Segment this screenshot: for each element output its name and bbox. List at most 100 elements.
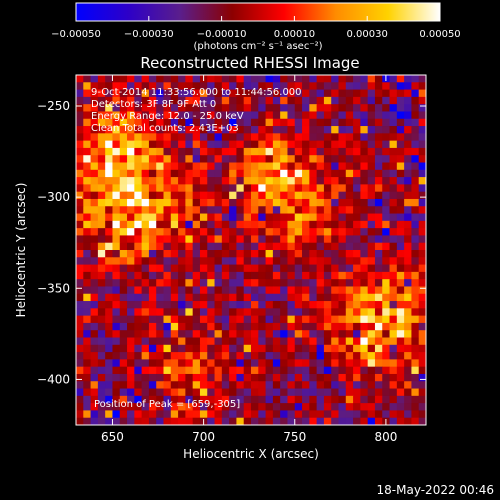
- x-axis-title: Heliocentric X (arcsec): [183, 447, 319, 461]
- heatmap-cell: [360, 286, 369, 295]
- heatmap-cell: [178, 417, 186, 426]
- heatmap-cell: [411, 104, 420, 112]
- heatmap-cell: [294, 250, 303, 258]
- heatmap-cell: [236, 271, 245, 280]
- heatmap-cell: [83, 271, 91, 280]
- heatmap-cell: [163, 286, 172, 295]
- heatmap-cell: [105, 403, 113, 411]
- heatmap-cell: [141, 169, 150, 178]
- heatmap-cell: [76, 403, 84, 411]
- heatmap-cell: [302, 271, 310, 280]
- heatmap-cell: [221, 366, 230, 375]
- heatmap-cell: [374, 133, 383, 142]
- heatmap-cell: [221, 89, 230, 98]
- heatmap-cell: [272, 410, 281, 419]
- heatmap-cell: [199, 403, 208, 411]
- heatmap-cell: [243, 403, 252, 411]
- heatmap-cell: [404, 271, 412, 280]
- heatmap-cell: [163, 242, 172, 251]
- heatmap-cell: [214, 126, 223, 134]
- heatmap-cell: [287, 89, 296, 98]
- heatmap-cell: [316, 118, 325, 127]
- heatmap-cell: [105, 279, 113, 287]
- colorbar-tick-label: 0.00010: [274, 29, 315, 40]
- heatmap-cell: [374, 388, 383, 397]
- heatmap-cell: [396, 301, 405, 309]
- heatmap-cell: [294, 373, 303, 382]
- heatmap-cell: [83, 147, 91, 156]
- heatmap-cell: [382, 126, 390, 134]
- heatmap-cell: [316, 301, 325, 309]
- heatmap-cell: [309, 315, 318, 324]
- heatmap-cell: [287, 337, 296, 346]
- heatmap-cell: [404, 191, 412, 200]
- heatmap-cell: [418, 344, 427, 353]
- heatmap-cell: [382, 410, 390, 419]
- heatmap-cell: [367, 162, 376, 171]
- heatmap-cell: [265, 191, 274, 200]
- heatmap-cell: [251, 228, 259, 236]
- heatmap-cell: [411, 373, 420, 382]
- heatmap-cell: [156, 308, 164, 317]
- heatmap-cell: [411, 89, 420, 98]
- heatmap-cell: [302, 250, 310, 258]
- heatmap-cell: [236, 220, 245, 229]
- heatmap-cell: [374, 220, 383, 229]
- heatmap-cell: [112, 366, 121, 375]
- annotation-peak: Position of Peak = [659,-305]: [94, 399, 240, 410]
- heatmap-cell: [272, 271, 281, 280]
- heatmap-cell: [382, 235, 390, 244]
- heatmap-cell: [302, 96, 310, 105]
- heatmap-cell: [185, 315, 194, 324]
- footer-date: 18-May-2022 00:46: [377, 483, 494, 497]
- heatmap-cell: [185, 242, 194, 251]
- heatmap-cell: [302, 381, 310, 389]
- heatmap-cell: [287, 169, 296, 178]
- heatmap-cell: [345, 242, 354, 251]
- heatmap-cell: [163, 264, 172, 273]
- heatmap-cell: [236, 126, 245, 134]
- heatmap-cell: [287, 264, 296, 273]
- heatmap-cell: [105, 293, 113, 302]
- heatmap-cell: [404, 126, 412, 134]
- heatmap-cell: [389, 184, 398, 193]
- heatmap-cell: [105, 257, 113, 265]
- heatmap-cell: [229, 388, 237, 397]
- plot-frame: [75, 74, 427, 426]
- heatmap-cell: [374, 359, 383, 368]
- heatmap-cell: [156, 257, 164, 265]
- heatmap-cell: [382, 89, 390, 98]
- heatmap-cell: [148, 162, 157, 171]
- heatmap-cell: [127, 293, 135, 302]
- heatmap-cell: [236, 111, 245, 120]
- heatmap-cell: [76, 104, 84, 112]
- heatmap-cell: [331, 75, 339, 83]
- heatmap-cell: [258, 330, 266, 338]
- heatmap-cell: [83, 198, 91, 207]
- heatmap-cell: [134, 271, 143, 280]
- heatmap-cell: [367, 235, 376, 244]
- heatmap-cell: [243, 147, 252, 156]
- heatmap-cell: [374, 257, 383, 265]
- heatmap-cell: [353, 235, 361, 244]
- heatmap-cell: [323, 162, 332, 171]
- heatmap-cell: [141, 373, 150, 382]
- heatmap-cell: [90, 403, 99, 411]
- heatmap-cell: [185, 403, 194, 411]
- heatmap-cell: [236, 352, 245, 360]
- heatmap-cell: [156, 177, 164, 185]
- heatmap-cell: [374, 169, 383, 178]
- heatmap-cell: [243, 366, 252, 375]
- heatmap-cell: [389, 279, 398, 287]
- chart-title: Reconstructed RHESSI Image: [140, 54, 359, 72]
- heatmap-cell: [309, 293, 318, 302]
- heatmap-cell: [411, 184, 420, 193]
- heatmap-cell: [185, 213, 194, 222]
- heatmap-cell: [229, 366, 237, 375]
- heatmap-cell: [83, 410, 91, 419]
- heatmap-cell: [105, 96, 113, 105]
- heatmap-cell: [360, 373, 369, 382]
- heatmap-cell: [389, 118, 398, 127]
- heatmap-cell: [367, 403, 376, 411]
- heatmap-cell: [119, 395, 128, 404]
